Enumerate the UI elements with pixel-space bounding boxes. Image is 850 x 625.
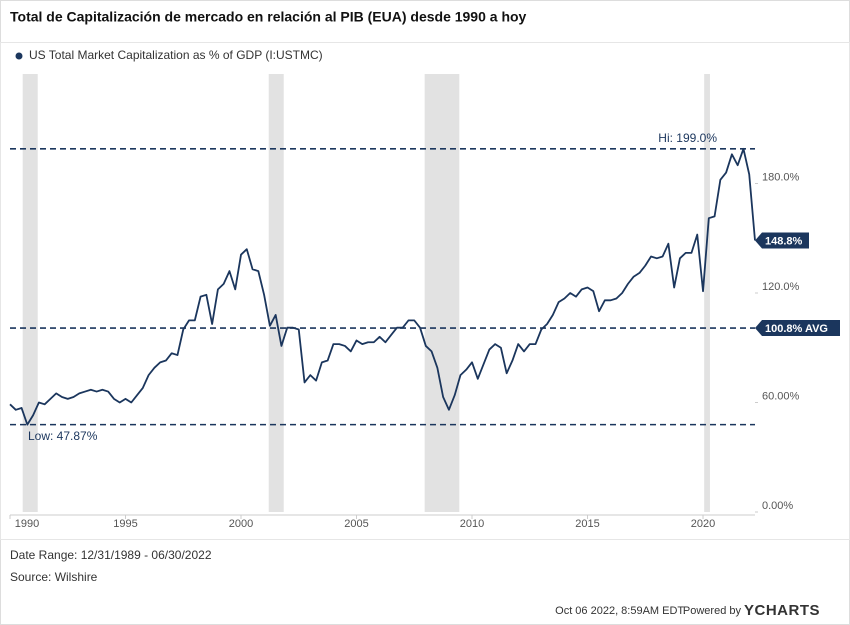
- x-tick-label: 2020: [691, 518, 715, 530]
- source: Source: Wilshire: [10, 570, 98, 584]
- y-tick-label: 120.0%: [762, 281, 800, 293]
- y-tick-label: 180.0%: [762, 171, 800, 183]
- x-tick-label: 2010: [460, 518, 484, 530]
- x-tick-label: 1995: [113, 518, 137, 530]
- hi-label: Hi: 199.0%: [658, 131, 717, 145]
- timestamp: Oct 06 2022, 8:59AM EDT.: [555, 605, 686, 617]
- recession-band: [268, 74, 284, 512]
- low-label: Low: 47.87%: [28, 429, 98, 443]
- recession-band: [424, 74, 460, 512]
- series-line: [9, 147, 756, 426]
- avg-label-box: [755, 320, 840, 337]
- y-tick-label: 0.00%: [762, 500, 793, 512]
- x-tick-label: 1990: [15, 518, 39, 530]
- end-value-label-box: [755, 232, 809, 249]
- x-tick-label: 2005: [344, 518, 368, 530]
- chart-title: Total de Capitalización de mercado en re…: [10, 9, 527, 25]
- x-tick-label: 2015: [575, 518, 599, 530]
- powered-by: Powered by: [683, 605, 742, 617]
- end-value-label: 148.8%: [765, 235, 803, 247]
- legend-marker: [15, 52, 23, 60]
- recession-band: [22, 74, 38, 512]
- x-tick-label: 2000: [229, 518, 253, 530]
- recession-band: [704, 74, 710, 512]
- brand: YCHARTS: [744, 602, 820, 619]
- y-tick-label: 60.00%: [762, 390, 800, 402]
- date-range: Date Range: 12/31/1989 - 06/30/2022: [10, 548, 212, 562]
- avg-label: 100.8% AVG: [765, 323, 828, 335]
- legend-label: US Total Market Capitalization as % of G…: [29, 48, 323, 62]
